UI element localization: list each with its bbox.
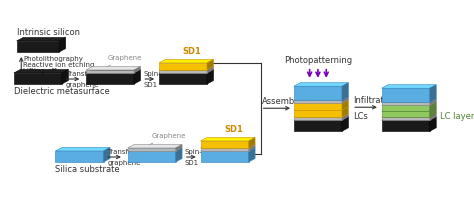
Polygon shape <box>159 59 213 63</box>
Polygon shape <box>175 147 182 162</box>
Polygon shape <box>430 99 436 105</box>
Polygon shape <box>62 70 68 84</box>
Polygon shape <box>342 97 348 103</box>
Text: Graphene: Graphene <box>103 55 142 69</box>
Polygon shape <box>382 111 430 117</box>
Polygon shape <box>201 144 255 148</box>
Text: Photolithography: Photolithography <box>23 56 83 62</box>
Text: SD1: SD1 <box>222 125 243 139</box>
Polygon shape <box>342 100 348 110</box>
Polygon shape <box>17 37 65 41</box>
Polygon shape <box>14 70 68 73</box>
Text: Lifting off: Lifting off <box>23 68 56 74</box>
Polygon shape <box>382 102 436 105</box>
Polygon shape <box>59 37 65 52</box>
Polygon shape <box>201 138 255 141</box>
Polygon shape <box>382 108 436 111</box>
Polygon shape <box>294 110 342 117</box>
Polygon shape <box>159 70 213 73</box>
Polygon shape <box>159 67 213 70</box>
Polygon shape <box>382 88 430 102</box>
Polygon shape <box>430 108 436 117</box>
Polygon shape <box>159 73 207 84</box>
Polygon shape <box>128 148 175 151</box>
Polygon shape <box>294 120 342 131</box>
Text: Transferring: Transferring <box>107 149 149 155</box>
Polygon shape <box>430 85 436 102</box>
Polygon shape <box>159 70 207 73</box>
Polygon shape <box>294 100 342 103</box>
Polygon shape <box>175 144 182 151</box>
Polygon shape <box>55 151 103 162</box>
Polygon shape <box>430 117 436 131</box>
Polygon shape <box>294 86 342 100</box>
Polygon shape <box>382 120 430 131</box>
Polygon shape <box>207 70 213 84</box>
Text: graphene: graphene <box>107 160 141 166</box>
Polygon shape <box>382 117 430 120</box>
Polygon shape <box>134 70 140 84</box>
Text: SD1: SD1 <box>185 160 199 166</box>
Polygon shape <box>294 97 348 100</box>
Text: LCs: LCs <box>353 112 368 121</box>
Text: Silica substrate: Silica substrate <box>55 165 120 174</box>
Polygon shape <box>342 117 348 131</box>
Text: graphene: graphene <box>65 82 99 88</box>
Text: Transferring: Transferring <box>65 71 108 77</box>
Polygon shape <box>128 151 175 162</box>
Text: Intrinsic silicon: Intrinsic silicon <box>17 28 80 37</box>
Polygon shape <box>342 114 348 120</box>
Text: Graphene: Graphene <box>145 133 186 147</box>
Text: Dielectric metasurface: Dielectric metasurface <box>14 87 109 96</box>
Polygon shape <box>382 117 436 120</box>
Polygon shape <box>294 100 348 103</box>
Polygon shape <box>201 148 248 151</box>
Polygon shape <box>248 138 255 148</box>
Polygon shape <box>207 59 213 70</box>
Text: Reactive ion etching: Reactive ion etching <box>23 62 94 68</box>
Polygon shape <box>103 147 110 162</box>
Polygon shape <box>382 114 436 117</box>
Polygon shape <box>430 102 436 111</box>
Polygon shape <box>430 114 436 120</box>
Polygon shape <box>55 147 110 151</box>
Polygon shape <box>294 117 348 120</box>
Text: SD1: SD1 <box>143 82 157 88</box>
Polygon shape <box>17 41 59 52</box>
Polygon shape <box>128 144 182 148</box>
Text: LC layer: LC layer <box>413 111 474 121</box>
Polygon shape <box>201 147 255 151</box>
Polygon shape <box>86 73 134 84</box>
Polygon shape <box>294 114 348 117</box>
Polygon shape <box>207 67 213 73</box>
Text: Spin-coating: Spin-coating <box>185 149 228 155</box>
Polygon shape <box>134 67 140 73</box>
Polygon shape <box>159 63 207 70</box>
Polygon shape <box>248 147 255 162</box>
Text: Assembling: Assembling <box>262 97 310 106</box>
Polygon shape <box>294 107 348 110</box>
Polygon shape <box>86 70 134 73</box>
Polygon shape <box>14 73 62 84</box>
Polygon shape <box>86 67 140 70</box>
Text: Infiltrating: Infiltrating <box>353 96 397 105</box>
Polygon shape <box>128 147 182 151</box>
Polygon shape <box>382 85 436 88</box>
Polygon shape <box>342 83 348 100</box>
Polygon shape <box>248 144 255 151</box>
Polygon shape <box>86 70 140 73</box>
Polygon shape <box>382 102 430 105</box>
Polygon shape <box>294 117 342 120</box>
Polygon shape <box>201 141 248 148</box>
Polygon shape <box>342 107 348 117</box>
Text: Spin-coating: Spin-coating <box>143 71 187 77</box>
Text: Photopatterning: Photopatterning <box>284 56 352 65</box>
Polygon shape <box>294 83 348 86</box>
Polygon shape <box>294 103 342 110</box>
Polygon shape <box>201 151 248 162</box>
Text: SD1: SD1 <box>180 47 201 61</box>
Polygon shape <box>382 99 436 102</box>
Polygon shape <box>382 105 430 111</box>
